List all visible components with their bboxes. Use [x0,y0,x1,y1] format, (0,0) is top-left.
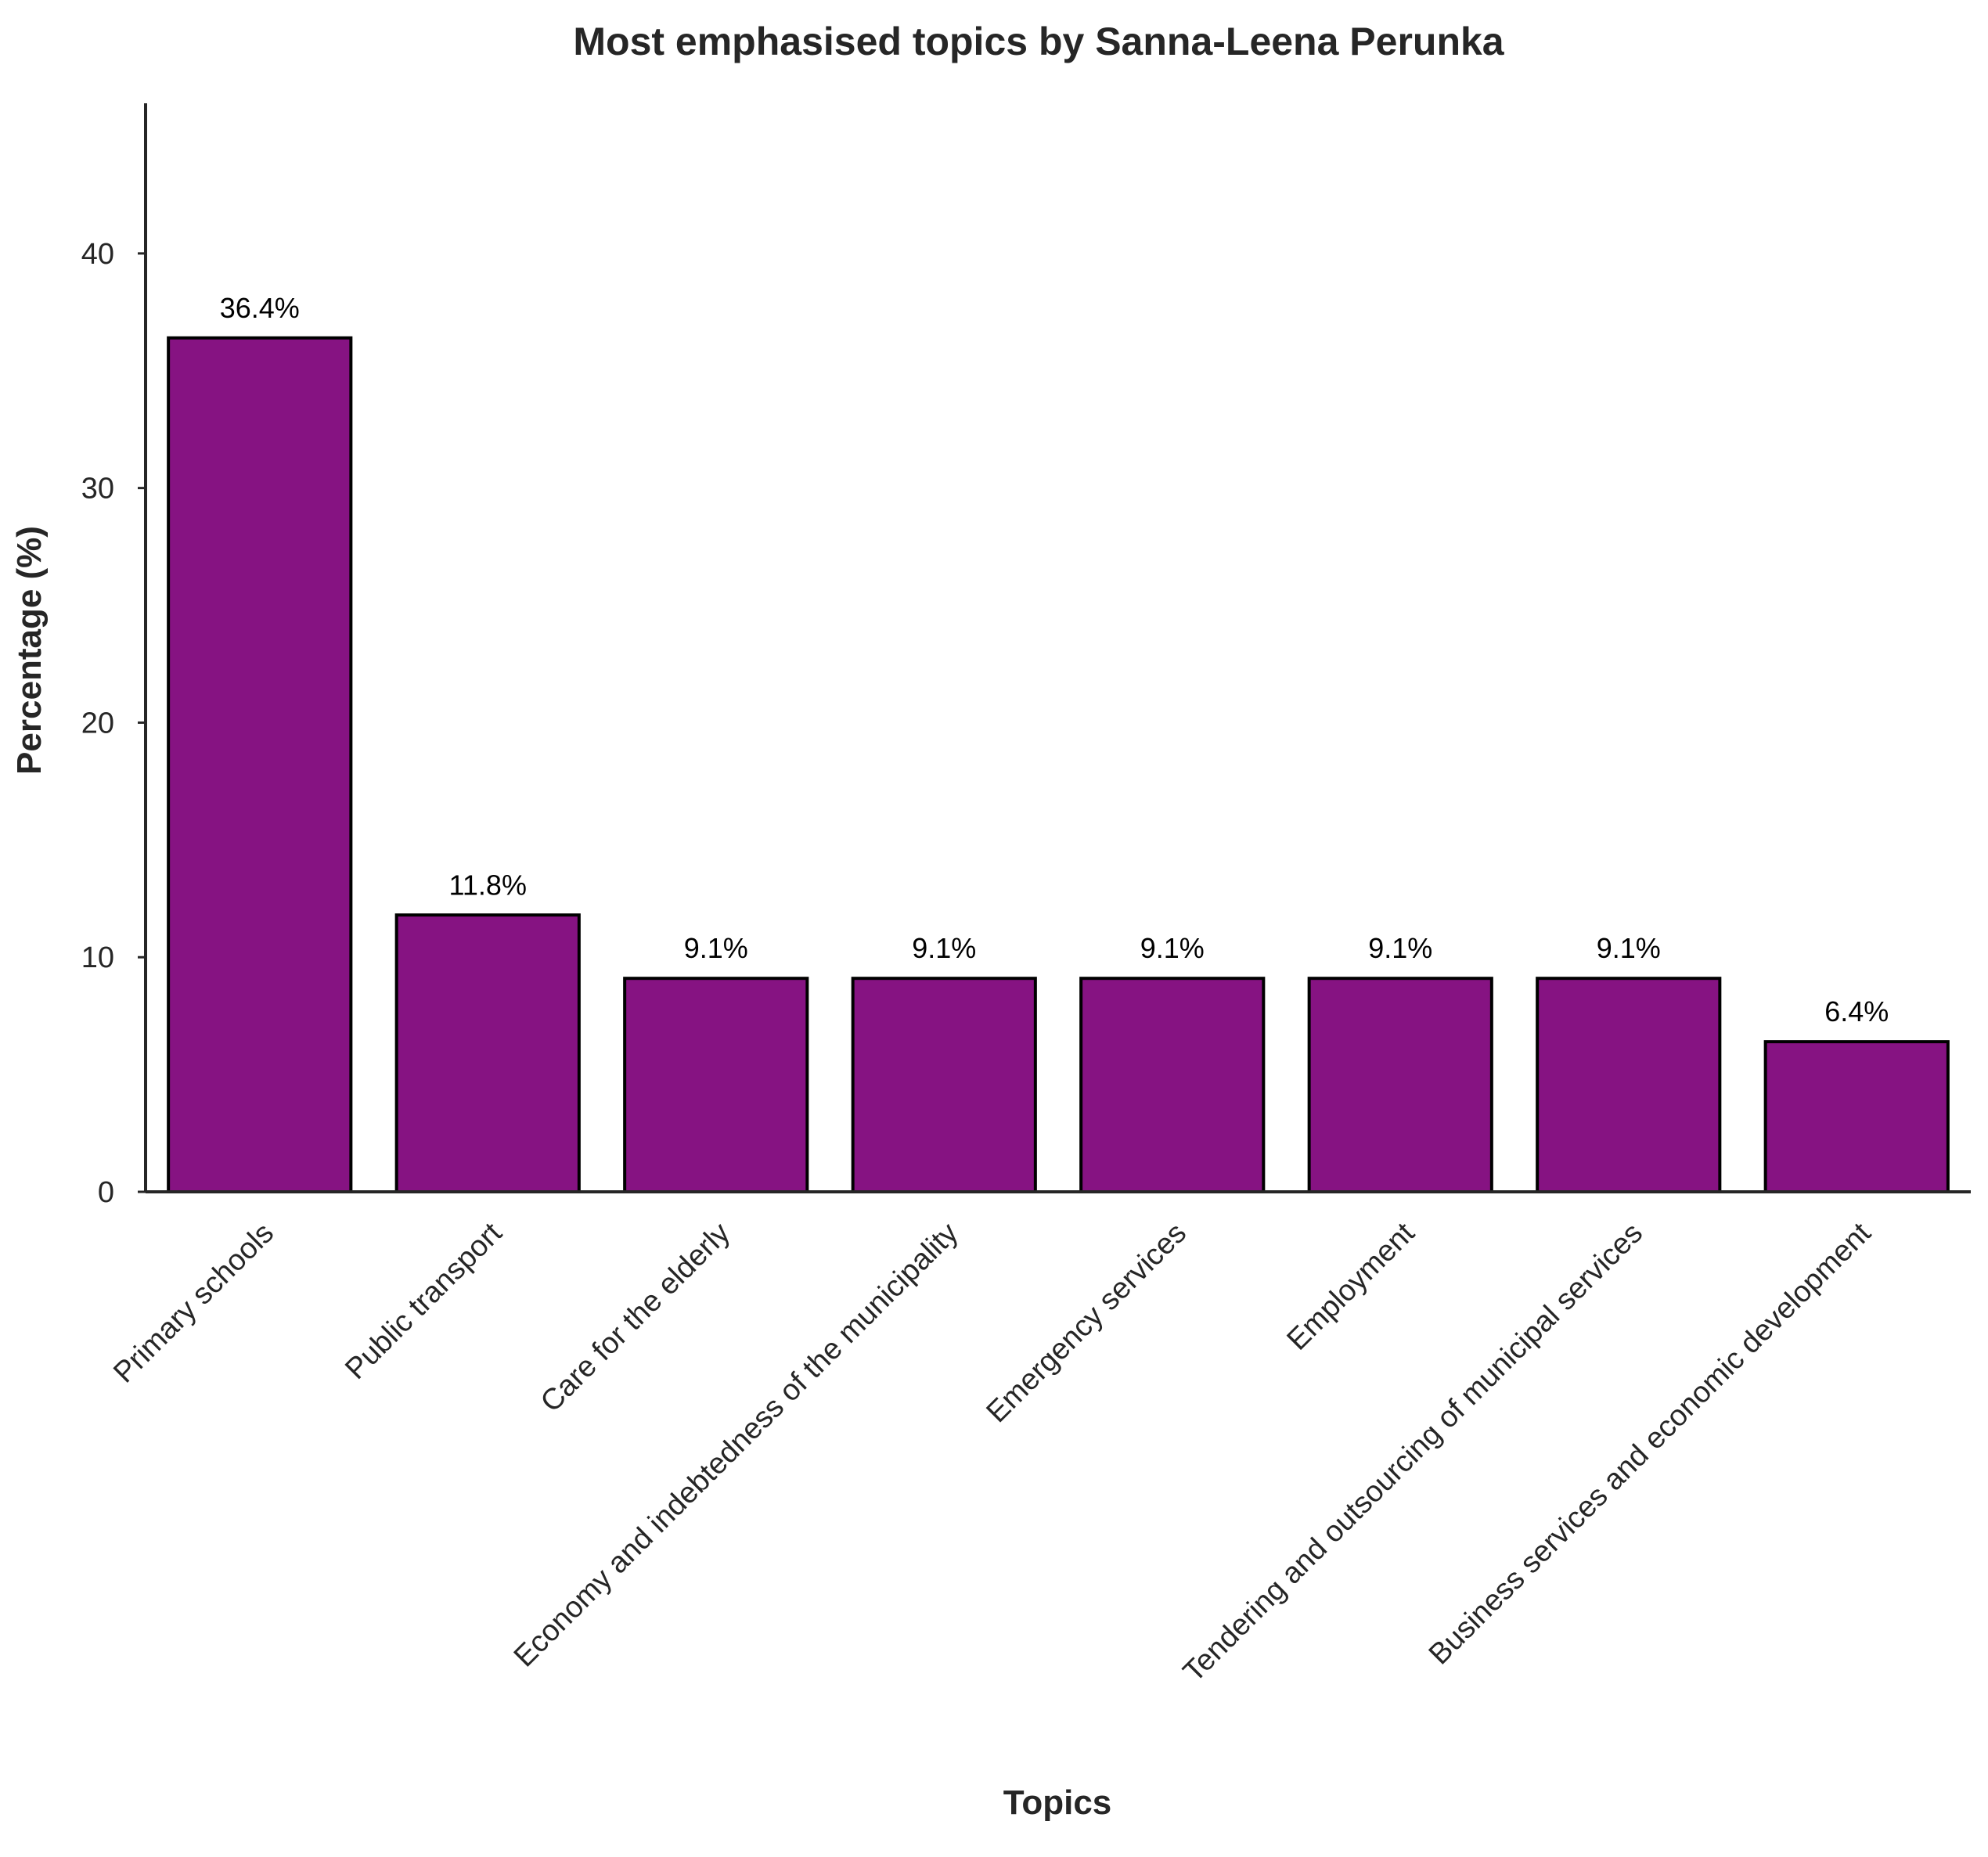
bar-8 [1763,1040,1950,1194]
bar-1 [167,336,353,1194]
y-tick-label-4: 30 [81,473,114,506]
x-tick-label-5: Emergency services [980,1217,1193,1430]
x-tick-label-1: Primary schools [107,1217,280,1390]
bars-group [167,336,1950,1194]
bar-3 [623,977,809,1194]
chart-title: Most emphasised topics by Sanna-Leena Pe… [573,20,1504,63]
data-label-6: 9.1% [1368,932,1432,964]
bar-5 [1079,977,1266,1194]
data-label-2: 11.8% [449,869,527,901]
data-label-1: 36.4% [220,292,300,324]
bar-4 [851,977,1037,1194]
bar-7 [1536,977,1722,1194]
bar-2 [394,913,581,1193]
x-tick-label-4: Economy and indebtedness of the municipa… [508,1217,965,1674]
bar-6 [1307,977,1493,1194]
y-tick-label-5: 40 [81,238,114,271]
data-label-7: 9.1% [1597,932,1661,964]
data-label-5: 9.1% [1140,932,1205,964]
x-tick-label-6: Employment [1281,1216,1421,1356]
y-ticks-group: 0 10 20 30 40 [81,238,146,1209]
x-tick-label-8: Business services and economic developme… [1423,1216,1878,1671]
data-labels-group: 36.4% 11.8% 9.1% 9.1% 9.1% 9.1% 9.1% 6.4% [220,292,1889,1027]
x-tick-label-3: Care for the elderly [535,1217,736,1419]
y-tick-label-2: 10 [81,941,114,974]
x-tick-label-2: Public transport [339,1216,509,1386]
y-tick-label-3: 20 [81,707,114,740]
x-ticks-group: Primary schools Public transport Care for … [107,1216,1878,1689]
data-label-4: 9.1% [912,932,976,964]
data-label-3: 9.1% [684,932,748,964]
y-axis-label: Percentage (%) [10,526,49,775]
x-axis-label: Topics [1003,1783,1112,1822]
data-label-8: 6.4% [1824,995,1889,1027]
y-tick-label-1: 0 [98,1176,114,1209]
x-tick-label-7: Tendering and outsourcing of municipal s… [1177,1217,1649,1689]
